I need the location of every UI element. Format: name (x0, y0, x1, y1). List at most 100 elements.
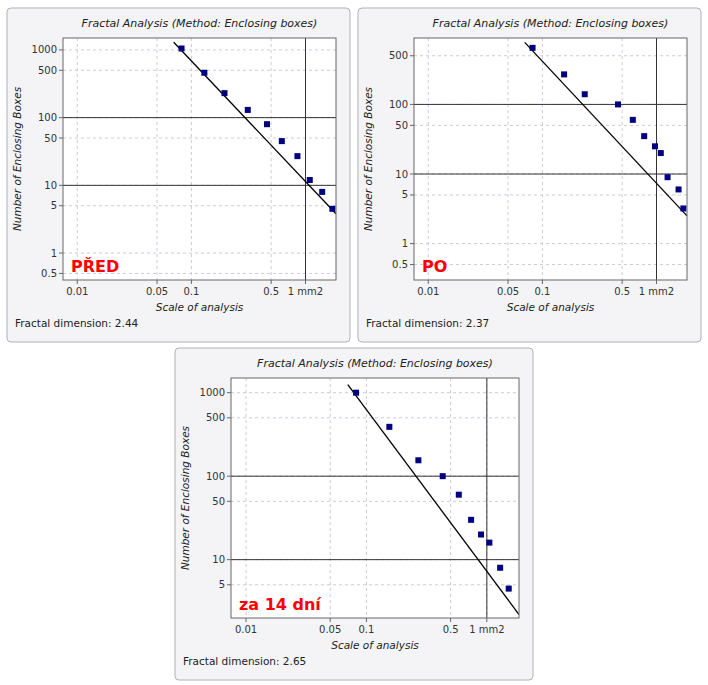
annotation: Fractal dimension: 2.44 (15, 317, 139, 329)
trend-line (525, 42, 687, 216)
reference-line-x (656, 38, 657, 280)
data-point (440, 473, 446, 479)
tick-y (410, 174, 414, 175)
data-point (676, 186, 682, 192)
tick-x (428, 280, 429, 284)
data-point (665, 174, 671, 180)
reference-line-y (231, 476, 519, 477)
grid-line-x (366, 378, 367, 618)
tick-y (59, 205, 63, 206)
tick-y (410, 264, 414, 265)
tick-label-x: 0.1 (358, 624, 374, 635)
data-point (582, 91, 588, 97)
tick-label-x: 0.1 (183, 286, 199, 297)
data-point (486, 540, 492, 546)
trend-line (348, 385, 519, 615)
tick-y (59, 253, 63, 254)
data-point (279, 138, 285, 144)
tick-label-x: 0.5 (614, 286, 630, 297)
tick-label-x: 0.5 (263, 286, 279, 297)
tick-x (157, 280, 158, 284)
data-point (201, 70, 207, 76)
chart-title: Fractal Analysis (Method: Enclosing boxe… (433, 17, 669, 30)
tick-label-x: 0.05 (319, 624, 341, 635)
grid-line-x (305, 38, 306, 280)
grid-line-x (622, 38, 623, 280)
axis-label-y: Number of Enclosing Boxes (179, 425, 191, 570)
tick-label-y: 100 (38, 112, 57, 123)
data-point (478, 532, 484, 538)
grid-line-x (508, 38, 509, 280)
tick-y (410, 104, 414, 105)
tick-y (227, 501, 231, 502)
trend-line (174, 42, 336, 214)
panel: 0.010.050.10.51 mm20.51510501005001000Fr… (7, 8, 350, 342)
tick-label-x: 0.01 (417, 286, 439, 297)
reference-line-y (231, 559, 519, 560)
axis-label-y: Number of Enclosing Boxes (11, 86, 23, 231)
grid-line-y (414, 125, 687, 126)
data-point (630, 117, 636, 123)
grid-line-y (414, 243, 687, 244)
data-point (415, 457, 421, 463)
grid-line-x (77, 38, 78, 280)
tick-label-y: 500 (206, 412, 225, 423)
plot-marks (63, 38, 336, 280)
grid-line-x (271, 38, 272, 280)
grid-line-y (231, 501, 519, 502)
tick-label-x: 0.05 (146, 286, 168, 297)
tick-x (77, 280, 78, 284)
tick-label-y: 1 (402, 238, 408, 249)
grid-line-y (231, 559, 519, 560)
annotation: Fractal dimension: 2.65 (183, 655, 306, 667)
tick-label-x: 1 mm2 (288, 286, 323, 297)
reference-line-y (63, 117, 336, 118)
grid-line-y (63, 117, 336, 118)
tick-y (59, 49, 63, 50)
tick-label-y: 5 (51, 200, 57, 211)
annotation: Fractal dimension: 2.37 (366, 317, 489, 329)
tick-label-y: 1 (51, 248, 57, 259)
plot-frame (63, 38, 336, 280)
tick-label-y: 500 (38, 65, 57, 76)
tick-label-y: 5 (402, 189, 408, 200)
tick-label-y: 0.5 (392, 259, 408, 270)
grid-line-y (414, 174, 687, 175)
grid-line-x (246, 378, 247, 618)
tick-y (59, 138, 63, 139)
chart-canvas: 0.01 0.05 0.1 0.5 1 mm2 0.5 1 5 10 50 100 500 1000 Fr… (0, 0, 708, 685)
plot-frame (414, 38, 687, 280)
axis-label-x: Scale of analysis (507, 301, 595, 313)
tick-y (410, 125, 414, 126)
data-point (497, 565, 503, 571)
panel-background (175, 348, 533, 680)
tick-y (227, 392, 231, 393)
tick-y (59, 185, 63, 186)
grid-line-y (231, 476, 519, 477)
chart-title: Fractal Analysis (Method: Enclosing boxe… (257, 357, 493, 370)
grid-line-y (414, 264, 687, 265)
data-point (307, 177, 313, 183)
data-point (468, 517, 474, 523)
tick-label-y: 10 (212, 554, 225, 565)
tick-label-y: 1000 (200, 387, 225, 398)
grid-line-y (414, 194, 687, 195)
data-point (221, 90, 227, 96)
tick-label-y: 50 (212, 496, 225, 507)
plot-area (63, 38, 336, 280)
tick-x (542, 280, 543, 284)
tick-label-y: 10 (395, 169, 408, 180)
data-point (658, 150, 664, 156)
data-point (386, 424, 392, 430)
tick-label-y: 50 (44, 133, 57, 144)
tick-y (410, 55, 414, 56)
tick-y (59, 273, 63, 274)
tick-label-x: 1 mm2 (469, 624, 504, 635)
plot-marks (414, 38, 687, 280)
tick-label-y: 500 (389, 50, 408, 61)
tick-label-y: 50 (395, 120, 408, 131)
reference-line-x (486, 378, 487, 618)
tick-y (227, 476, 231, 477)
panel-label: za 14 dní (239, 595, 322, 614)
tick-x (305, 280, 306, 284)
